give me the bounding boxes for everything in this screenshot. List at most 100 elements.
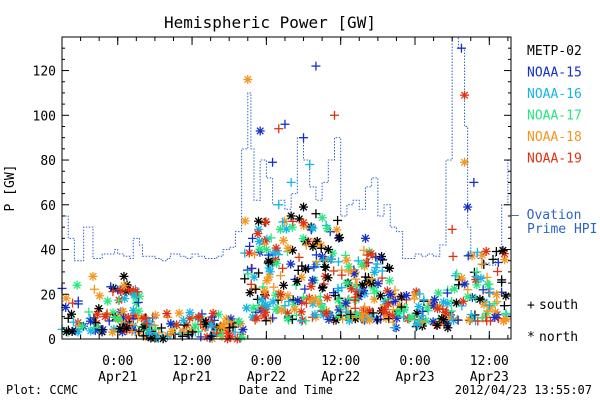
- data-point-stroke: [309, 242, 317, 251]
- data-point-stroke: [343, 256, 351, 265]
- x-tick-label-time: 0:00: [399, 354, 430, 369]
- data-point-stroke: [464, 293, 472, 301]
- data-point: [95, 291, 105, 301]
- data-point-stroke: [167, 320, 175, 328]
- y-tick-label: 60: [40, 199, 56, 214]
- y-tick-label: 100: [33, 109, 56, 124]
- data-point: [103, 296, 113, 306]
- data-point: [447, 224, 457, 234]
- y-axis-label: P [GW]: [3, 165, 18, 212]
- data-point: [248, 233, 258, 243]
- data-point-stroke: [343, 279, 351, 287]
- data-point-stroke: [365, 316, 374, 324]
- data-point-stroke: [410, 291, 419, 300]
- data-point: [322, 293, 332, 303]
- data-point: [119, 271, 129, 281]
- data-point: [306, 281, 316, 291]
- data-point: [414, 302, 424, 312]
- data-point-stroke: [276, 225, 285, 234]
- data-point-stroke: [444, 324, 452, 332]
- data-point-stroke: [318, 213, 326, 222]
- data-point-stroke: [135, 307, 143, 315]
- data-point: [337, 283, 347, 293]
- data-point-stroke: [361, 290, 369, 298]
- data-point-stroke: [114, 315, 123, 323]
- legend-marker-label: south: [539, 298, 578, 313]
- data-point: [342, 255, 352, 265]
- data-point-stroke: [258, 296, 266, 304]
- data-point-stroke: [277, 306, 286, 314]
- data-point: [442, 288, 452, 298]
- data-point-stroke: [249, 304, 257, 312]
- data-point-stroke: [276, 290, 285, 299]
- data-point-stroke: [301, 265, 310, 273]
- data-point: [252, 313, 262, 323]
- data-point-stroke: [122, 324, 131, 332]
- data-point-stroke: [262, 245, 271, 254]
- data-point: [319, 262, 329, 272]
- data-point: [463, 202, 473, 212]
- data-point: [299, 202, 309, 212]
- data-point-stroke: [254, 217, 263, 225]
- data-point: [309, 262, 319, 272]
- data-point-stroke: [324, 245, 333, 254]
- data-point: [84, 307, 94, 317]
- data-point: [485, 288, 495, 298]
- data-point-stroke: [271, 291, 280, 299]
- data-point-stroke: [318, 284, 326, 292]
- data-point: [94, 304, 104, 314]
- data-point: [67, 327, 77, 337]
- data-point: [326, 254, 336, 264]
- data-point: [447, 306, 457, 316]
- data-point: [332, 225, 342, 235]
- data-point: [86, 316, 96, 326]
- data-point-stroke: [293, 277, 301, 286]
- data-point: [484, 300, 494, 310]
- data-point-stroke: [120, 272, 128, 281]
- data-point: [296, 307, 306, 317]
- data-point-stroke: [385, 277, 394, 285]
- legend-entry: NOAA-18: [527, 130, 582, 145]
- data-point-stroke: [130, 291, 139, 299]
- data-point: [369, 267, 379, 277]
- data-point: [240, 216, 250, 226]
- data-point: [464, 315, 474, 325]
- data-point: [212, 328, 222, 338]
- data-point-stroke: [284, 314, 292, 323]
- data-point-stroke: [116, 324, 124, 333]
- plot-frame: [61, 36, 512, 340]
- data-point-stroke: [397, 293, 406, 301]
- data-point-stroke: [463, 203, 472, 211]
- data-point: [453, 315, 463, 325]
- data-point-stroke: [265, 264, 273, 272]
- data-point-stroke: [322, 309, 331, 318]
- data-point-stroke: [235, 317, 243, 326]
- data-point-stroke: [250, 273, 258, 281]
- data-point-stroke: [394, 309, 402, 317]
- data-point: [108, 287, 118, 297]
- data-point: [346, 309, 356, 319]
- data-point: [264, 256, 274, 266]
- data-point-stroke: [367, 249, 375, 258]
- data-point-stroke: [477, 274, 485, 283]
- data-point: [179, 315, 189, 325]
- data-point: [166, 319, 176, 329]
- y-tick-label: 80: [40, 154, 56, 169]
- data-point: [250, 249, 260, 259]
- data-point: [89, 323, 99, 333]
- data-point: [109, 312, 119, 322]
- data-point: [61, 327, 71, 337]
- data-point: [481, 246, 491, 256]
- data-point-stroke: [224, 329, 232, 337]
- data-point: [266, 315, 276, 325]
- data-point: [359, 245, 369, 255]
- data-point: [268, 157, 278, 167]
- data-point: [245, 241, 255, 251]
- data-point: [390, 285, 400, 295]
- data-point: [119, 281, 129, 291]
- data-point-stroke: [264, 257, 273, 265]
- data-point: [433, 288, 443, 298]
- data-point: [255, 244, 265, 254]
- data-point-stroke: [95, 292, 104, 300]
- scatter-cloud-layer: [57, 213, 512, 344]
